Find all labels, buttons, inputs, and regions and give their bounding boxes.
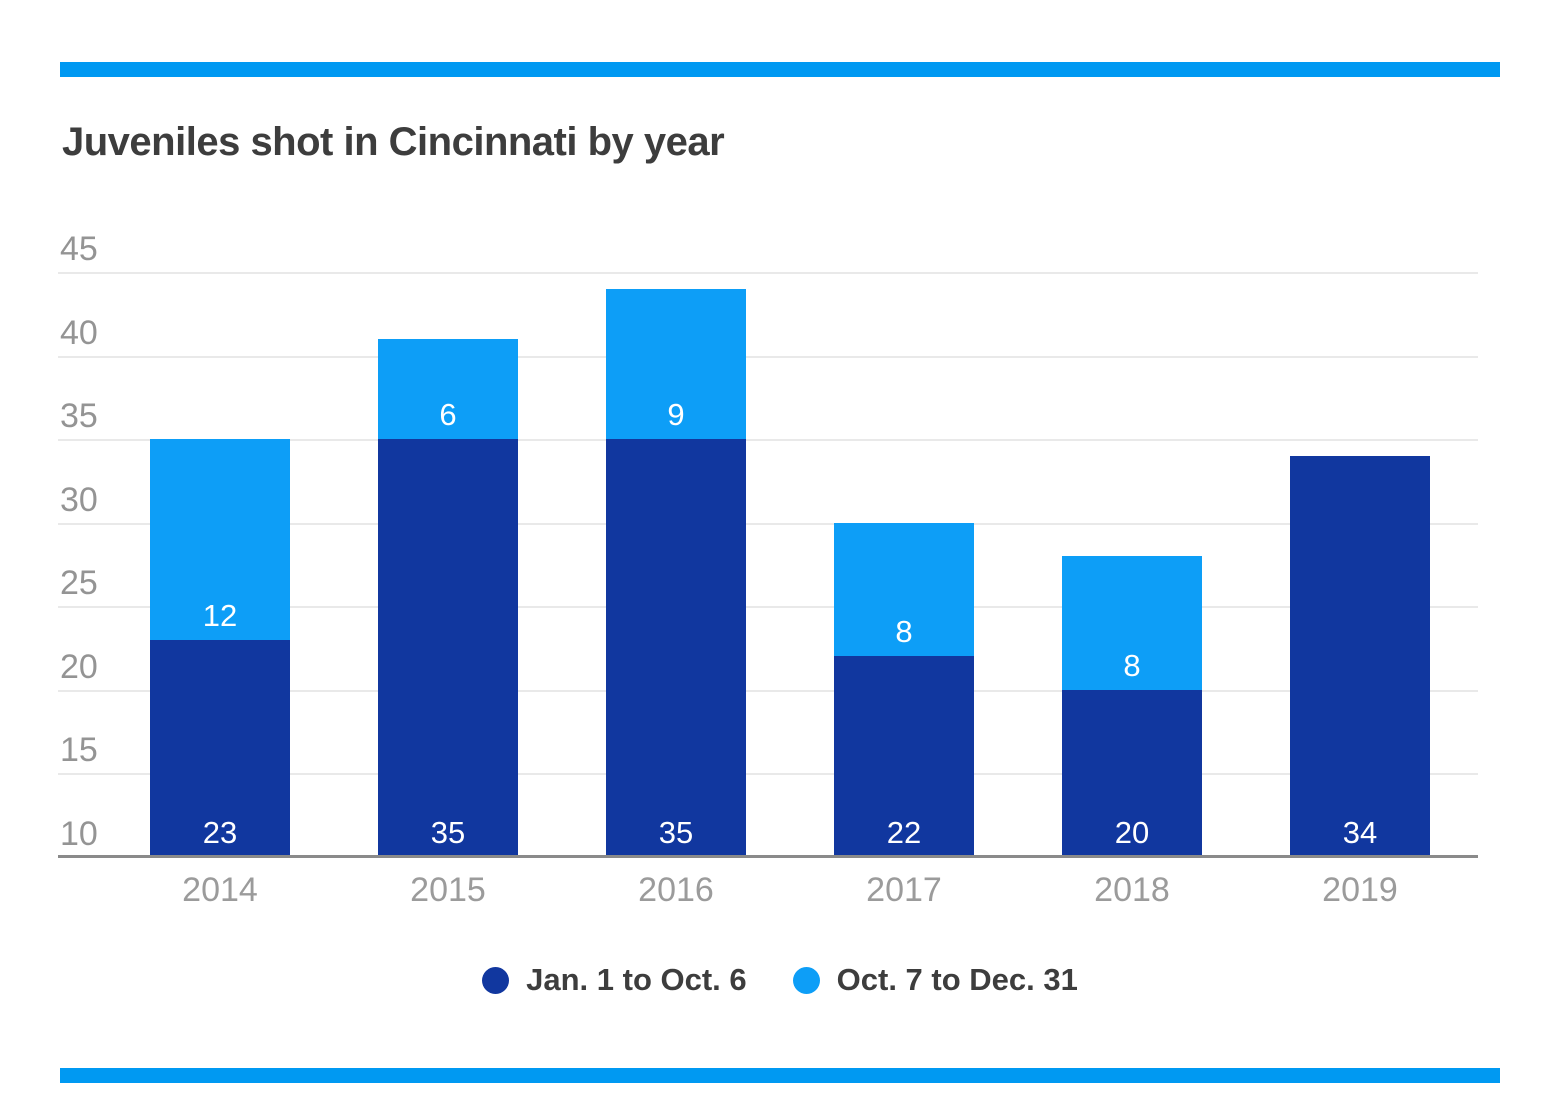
bar-value-label: 9: [667, 397, 685, 433]
top-accent-rule: [60, 62, 1500, 77]
legend-label: Oct. 7 to Dec. 31: [836, 962, 1078, 997]
bar-value-label: 20: [1114, 814, 1150, 850]
x-axis-label: 2014: [182, 871, 258, 909]
bar-value-label: 35: [658, 814, 694, 850]
legend: Jan. 1 to Oct. 6 Oct. 7 to Dec. 31: [0, 962, 1560, 998]
y-tick-label: 35: [60, 397, 98, 436]
y-tick-label: 40: [60, 313, 98, 352]
y-tick-label: 45: [60, 230, 98, 269]
plot-area: 45 40 35 30 25 20 15 10 23 12 2014 35 6 2015 35 9 2016 22…: [58, 231, 1478, 909]
bottom-accent-rule: [60, 1068, 1500, 1083]
bar-segment-oct-dec: 12: [150, 439, 290, 640]
bar-value-label: 35: [430, 814, 466, 850]
x-axis-label: 2015: [410, 871, 486, 909]
gridline: [58, 272, 1478, 274]
bar-value-label: 23: [202, 814, 238, 850]
gridline: [58, 355, 1478, 358]
bar-segment-oct-dec: 8: [1062, 556, 1202, 690]
bar-segment-oct-dec: 9: [606, 288, 746, 440]
bar-segment-oct-dec: 8: [834, 522, 974, 657]
x-axis-label: 2018: [1094, 871, 1170, 909]
bar-segment-jan-oct: 35: [606, 439, 746, 857]
x-axis-label: 2019: [1322, 871, 1398, 909]
bar-value-label: 6: [439, 397, 457, 433]
gridline: [58, 606, 1478, 609]
legend-swatch-light-blue: [792, 966, 820, 994]
bar-segment-oct-dec: 6: [378, 338, 518, 440]
legend-item-oct-dec: Oct. 7 to Dec. 31: [792, 962, 1078, 998]
bar-value-label: 8: [895, 614, 913, 650]
x-axis-line: [58, 855, 1478, 858]
bar-segment-jan-oct: 35: [378, 439, 518, 857]
gridline: [58, 522, 1478, 525]
bar-segment-jan-oct: 22: [834, 656, 974, 857]
bar-value-label: 34: [1342, 814, 1378, 850]
legend-item-jan-oct: Jan. 1 to Oct. 6: [482, 962, 747, 998]
y-tick-label: 10: [60, 815, 98, 853]
x-axis-label: 2017: [866, 871, 942, 909]
bar-segment-jan-oct: 34: [1290, 455, 1430, 857]
x-axis-label: 2016: [638, 871, 714, 909]
bar-segment-jan-oct: 20: [1062, 689, 1202, 857]
bar-segment-jan-oct: 23: [150, 639, 290, 857]
y-tick-label: 20: [60, 647, 98, 686]
y-tick-label: 15: [60, 731, 98, 770]
bar-value-label: 12: [202, 597, 238, 633]
gridline: [58, 689, 1478, 692]
legend-swatch-dark-blue: [482, 966, 510, 994]
bar-value-label: 8: [1123, 647, 1141, 683]
legend-label: Jan. 1 to Oct. 6: [526, 962, 747, 997]
gridline: [58, 439, 1478, 442]
bar-value-label: 22: [886, 814, 922, 850]
chart-title: Juveniles shot in Cincinnati by year: [62, 120, 725, 164]
y-tick-label: 30: [60, 480, 98, 519]
gridline: [58, 773, 1478, 776]
y-tick-label: 25: [60, 564, 98, 603]
